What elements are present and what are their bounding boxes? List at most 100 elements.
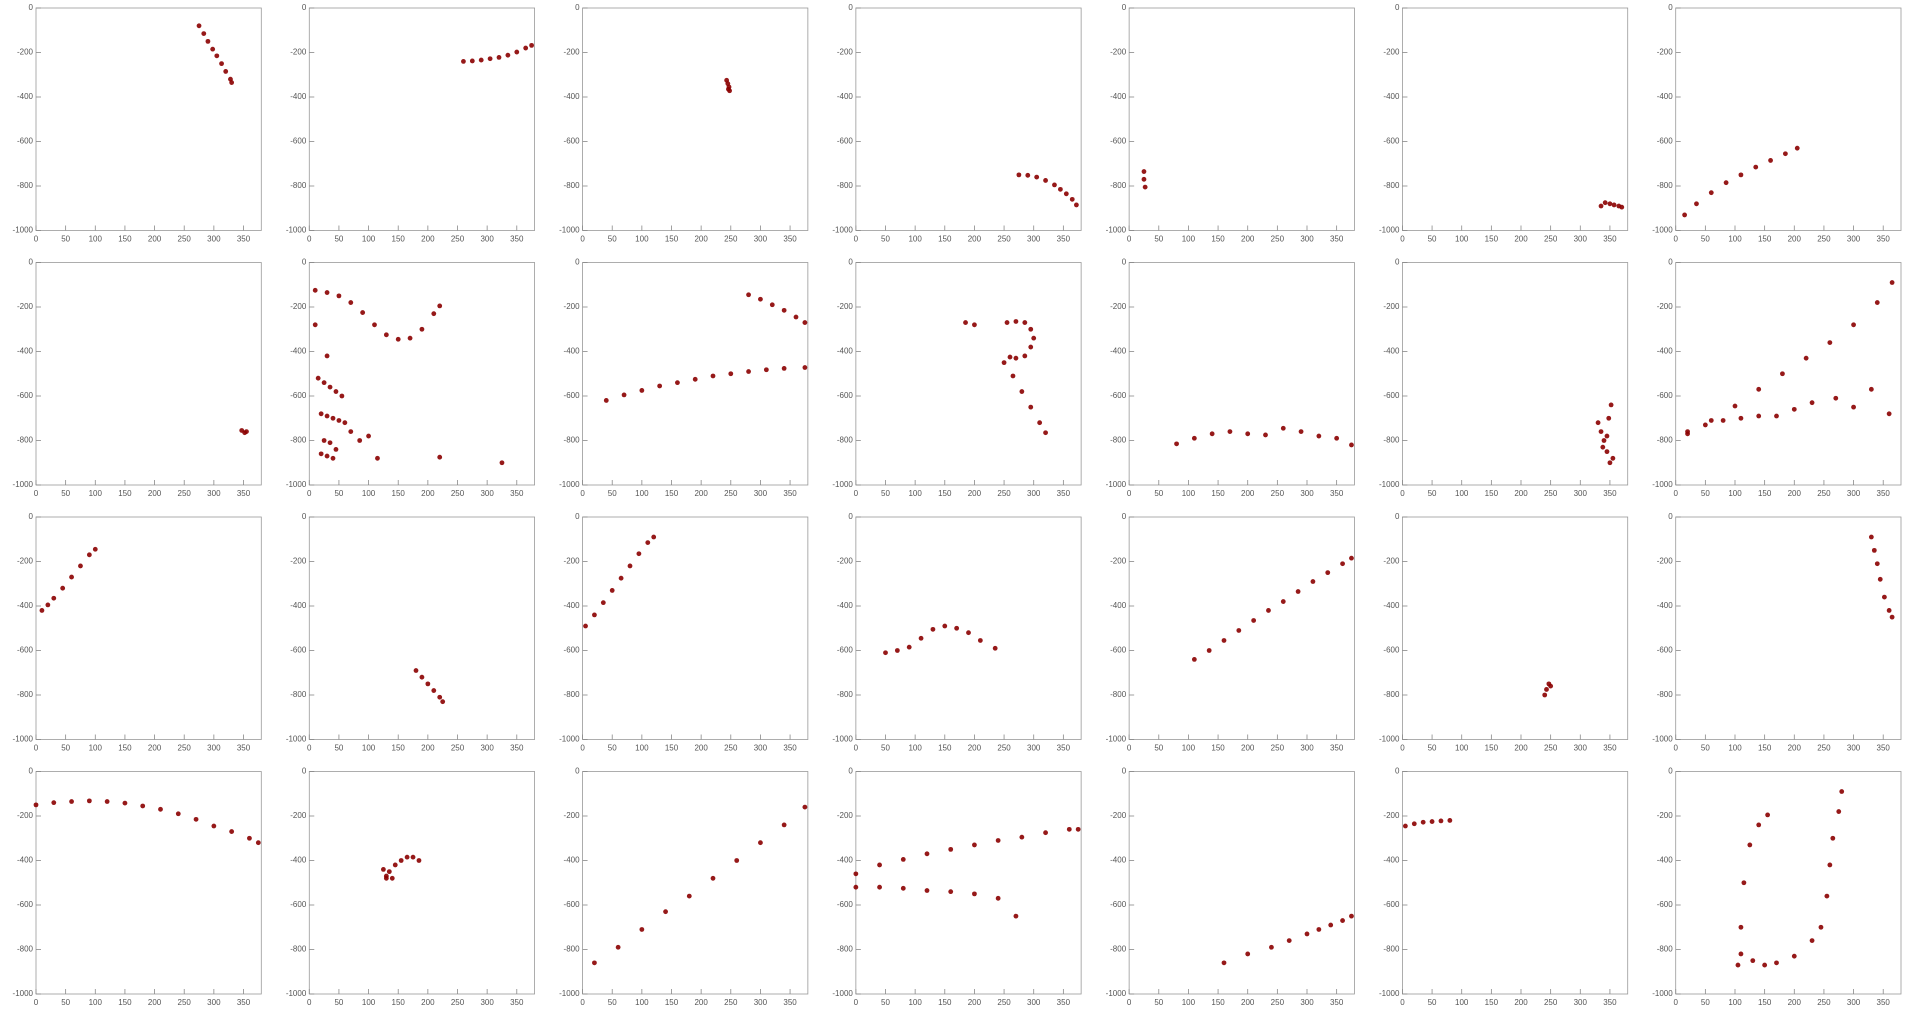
point (331, 456, 336, 461)
point (425, 681, 430, 686)
point (211, 824, 216, 829)
point (420, 675, 425, 680)
y-tick-label: -1000 (13, 989, 34, 998)
point (1022, 320, 1027, 325)
point (782, 366, 787, 371)
y-tick-label: -200 (17, 302, 34, 311)
point (1316, 927, 1321, 932)
point (1833, 396, 1838, 401)
y-tick-label: -600 (17, 900, 34, 909)
point (51, 596, 56, 601)
point (1610, 456, 1615, 461)
x-tick-label: 0 (1673, 744, 1678, 753)
y-tick-label: -1000 (832, 226, 853, 235)
point (1608, 460, 1613, 465)
y-tick-label: -200 (837, 302, 854, 311)
x-tick-label: 150 (1485, 489, 1499, 498)
point (1721, 418, 1726, 423)
plot-frame (309, 263, 534, 486)
plot-frame (1676, 263, 1901, 486)
point (770, 302, 775, 307)
point (328, 385, 333, 390)
y-tick-label: -600 (837, 900, 854, 909)
x-tick-label: 350 (1330, 489, 1344, 498)
point (1210, 431, 1215, 436)
x-tick-label: 100 (89, 744, 103, 753)
point (247, 836, 252, 841)
y-tick-label: -1000 (1106, 989, 1127, 998)
point (1792, 954, 1797, 959)
y-tick-label: -200 (1383, 302, 1400, 311)
x-tick-label: 50 (608, 489, 617, 498)
y-tick-label: 0 (302, 3, 307, 12)
y-tick-label: 0 (1395, 3, 1400, 12)
y-tick-label: -600 (17, 137, 34, 146)
point (523, 46, 528, 51)
x-tick-label: 0 (307, 744, 312, 753)
point (1447, 818, 1452, 823)
x-tick-label: 300 (1027, 998, 1041, 1007)
point (1875, 561, 1880, 566)
point (1245, 952, 1250, 957)
point (1142, 169, 1147, 174)
x-tick-label: 200 (694, 235, 708, 244)
y-tick-label: -600 (1657, 391, 1674, 400)
point (645, 540, 650, 545)
point (387, 869, 392, 874)
point (1602, 438, 1607, 443)
y-tick-label: -600 (837, 137, 854, 146)
point (393, 863, 398, 868)
x-tick-label: 300 (1847, 489, 1861, 498)
x-tick-label: 350 (237, 744, 251, 753)
point (1019, 835, 1024, 840)
point (1750, 958, 1755, 963)
x-tick-label: 0 (307, 235, 312, 244)
point (853, 885, 858, 890)
point (1142, 177, 1147, 182)
x-tick-label: 100 (362, 998, 376, 1007)
point (176, 811, 181, 816)
y-tick-label: -600 (290, 137, 307, 146)
y-tick-label: -800 (1657, 181, 1674, 190)
point (1034, 175, 1039, 180)
point (396, 337, 401, 342)
x-tick-label: 50 (334, 998, 343, 1007)
point (1340, 918, 1345, 923)
x-tick-label: 250 (451, 744, 465, 753)
y-tick-label: -400 (837, 347, 854, 356)
point (711, 374, 716, 379)
point (229, 829, 234, 834)
x-tick-label: 250 (997, 744, 1011, 753)
point (1281, 599, 1286, 604)
point (604, 398, 609, 403)
y-tick-label: 0 (1122, 3, 1127, 12)
x-tick-label: 350 (1057, 744, 1071, 753)
point (348, 300, 353, 305)
x-tick-label: 0 (1673, 998, 1678, 1007)
point (1703, 423, 1708, 428)
x-tick-label: 50 (1428, 744, 1437, 753)
y-tick-label: -800 (564, 945, 581, 954)
y-tick-label: -1000 (832, 735, 853, 744)
point (758, 840, 763, 845)
y-tick-label: -200 (1383, 557, 1400, 566)
point (325, 414, 330, 419)
point (746, 292, 751, 297)
y-tick-label: -600 (1383, 646, 1400, 655)
y-tick-label: -200 (1657, 811, 1674, 820)
x-tick-label: 0 (34, 489, 39, 498)
y-tick-label: -400 (837, 601, 854, 610)
point (1839, 789, 1844, 794)
point (334, 447, 339, 452)
x-tick-label: 150 (665, 744, 679, 753)
point (1605, 449, 1610, 454)
y-tick-label: 0 (575, 767, 580, 776)
point (919, 636, 924, 641)
point (1753, 165, 1758, 170)
x-tick-label: 300 (1574, 489, 1588, 498)
y-tick-label: 0 (302, 512, 307, 521)
x-tick-label: 300 (1027, 489, 1041, 498)
y-tick-label: -200 (290, 557, 307, 566)
x-tick-label: 300 (754, 235, 768, 244)
point (1682, 213, 1687, 218)
